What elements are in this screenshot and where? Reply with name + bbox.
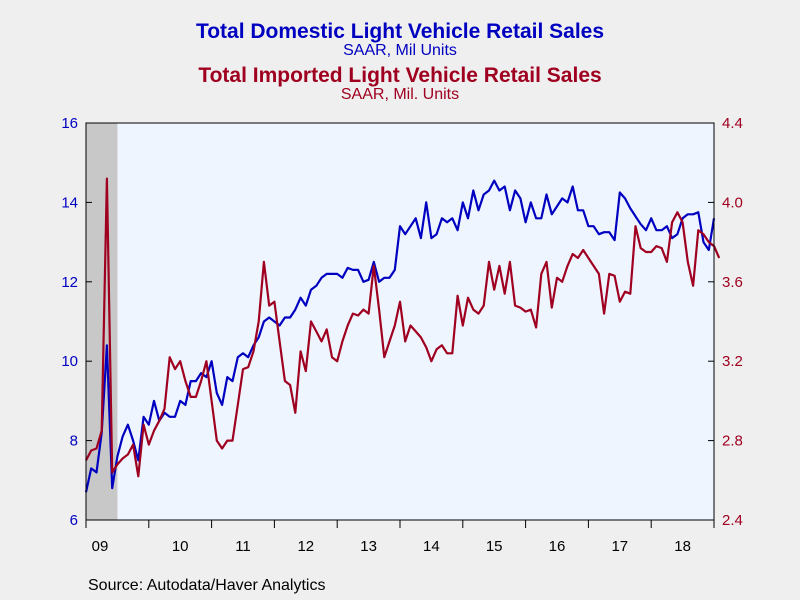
- right-tick-label: 2.8: [722, 433, 743, 450]
- chart-title-domestic: Total Domestic Light Vehicle Retail Sale…: [195, 20, 605, 43]
- series-line-imported: [85, 177, 721, 478]
- left-tick-label: 8: [70, 433, 78, 450]
- x-tick-label: 14: [423, 538, 440, 555]
- series-line-domestic: [84, 179, 716, 493]
- chart-subtitle-imported: SAAR, Mil. Units: [340, 86, 460, 103]
- chart-title-imported: Total Imported Light Vehicle Retail Sale…: [198, 64, 602, 87]
- plot-area: [86, 123, 714, 520]
- x-tick-label: 18: [674, 538, 691, 555]
- left-tick-label: 14: [61, 194, 78, 211]
- x-tick-label: 15: [486, 538, 503, 555]
- x-tick-label: 11: [235, 538, 251, 555]
- left-tick-label: 10: [61, 353, 78, 370]
- left-tick-label: 6: [70, 512, 78, 529]
- x-tick-label: 13: [360, 538, 377, 555]
- right-tick-label: 4.0: [722, 194, 743, 211]
- x-tick-label: 10: [172, 538, 189, 555]
- chart-subtitle-domestic: SAAR, Mil Units: [343, 42, 457, 59]
- source-note: Source: Autodata/Haver Analytics: [88, 577, 326, 594]
- x-tick-label: 17: [611, 538, 628, 555]
- x-tick-label: 09: [92, 538, 109, 555]
- right-tick-label: 2.4: [722, 512, 743, 529]
- x-tick-label: 16: [549, 538, 566, 555]
- left-tick-label: 12: [61, 274, 78, 291]
- right-tick-label: 4.4: [722, 115, 743, 132]
- left-tick-label: 16: [61, 115, 78, 132]
- right-tick-label: 3.2: [722, 353, 743, 370]
- x-tick-label: 12: [297, 538, 314, 555]
- right-tick-label: 3.6: [722, 274, 743, 291]
